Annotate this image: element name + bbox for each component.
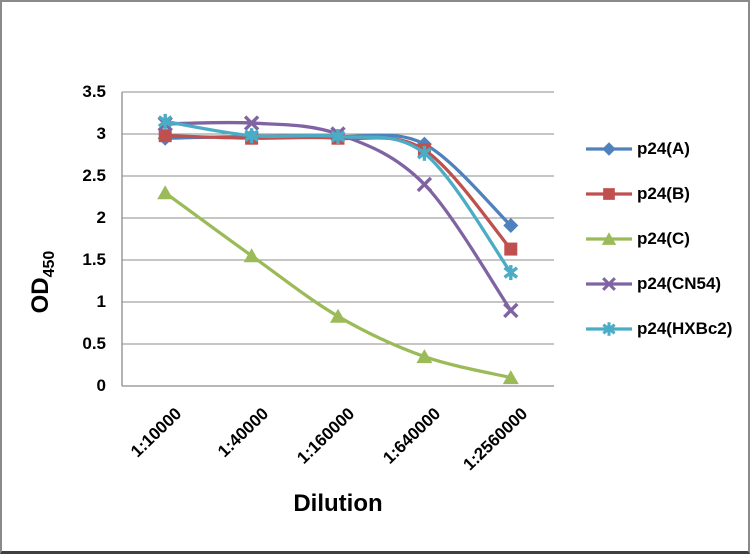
legend-asterisk-swatch-icon: [585, 320, 633, 338]
series-point-p24(A)-4: [503, 218, 519, 234]
y-tick-label: 3: [96, 124, 106, 143]
diamond-marker: [602, 141, 616, 156]
series-point-p24(C)-4: [502, 370, 519, 385]
series-line-p24(CN54): [163, 120, 513, 313]
y-tick-label: 0.5: [82, 334, 106, 353]
series-line-p24(A): [163, 133, 513, 228]
series-point-p24(C)-3: [416, 349, 433, 364]
asterisk-marker: [417, 147, 432, 160]
triangle-marker: [502, 370, 519, 385]
series-point-p24(HXBc2)-2: [330, 129, 346, 145]
y-tick-label: 2.5: [82, 166, 106, 185]
series-point-p24(CN54)-3: [416, 176, 433, 193]
series-point-p24(CN54)-1: [243, 115, 260, 131]
series-point-p24(HXBc2)-3: [417, 145, 432, 161]
legend-triangle-swatch-icon: [585, 230, 633, 248]
asterisk-marker: [602, 322, 616, 335]
y-axis-title: OD450: [25, 211, 58, 353]
asterisk-marker: [330, 130, 346, 143]
series-point-p24(HXBc2)-0: [157, 113, 173, 129]
x-marker: [416, 176, 433, 193]
series-point-p24(HXBc2)-4: [503, 265, 519, 281]
x-marker: [243, 115, 260, 131]
asterisk-marker: [244, 129, 259, 142]
legend-x-swatch-icon: [585, 275, 633, 293]
legend-diamond-swatch-icon: [585, 140, 633, 158]
series-point-p24(HXBc2)-1: [244, 128, 259, 144]
legend-label: p24(CN54): [637, 273, 722, 293]
legend: p24(A) p24(B) p24(C) p24(CN54) p24(HXBc2): [585, 126, 732, 351]
asterisk-marker: [503, 266, 519, 279]
series-point-p24(B)-4: [504, 242, 518, 256]
y-tick-label: 1: [96, 292, 106, 311]
series-line-p24(HXBc2): [163, 119, 513, 275]
series-point-p24(B)-0: [158, 129, 172, 143]
square-marker: [504, 242, 518, 256]
series-line-p24(C): [163, 191, 513, 380]
legend-label: p24(B): [637, 183, 690, 203]
square-marker: [158, 129, 172, 143]
x-marker: [602, 276, 616, 291]
diamond-marker: [503, 218, 519, 234]
legend-square-swatch-icon: [585, 185, 633, 203]
triangle-marker: [601, 231, 617, 245]
x-axis-title: Dilution: [293, 490, 383, 517]
legend-label: p24(C): [637, 228, 690, 248]
series-point-p24(CN54)-4: [503, 302, 519, 319]
triangle-marker: [243, 248, 260, 263]
legend-item-p24(C): p24(C): [585, 216, 732, 261]
series-point-p24(C)-1: [243, 248, 260, 263]
series-point-p24(C)-2: [330, 308, 346, 323]
legend-item-p24(A): p24(A): [585, 126, 732, 171]
y-tick-label: 2: [96, 208, 106, 227]
legend-item-p24(B): p24(B): [585, 171, 732, 216]
legend-item-p24(HXBc2): p24(HXBc2): [585, 306, 732, 351]
triangle-marker: [157, 185, 174, 200]
triangle-marker: [416, 349, 433, 364]
y-tick-label: 3.5: [82, 82, 106, 101]
x-marker: [503, 302, 519, 319]
legend-item-p24(CN54): p24(CN54): [585, 261, 732, 306]
triangle-marker: [330, 308, 346, 323]
legend-label: p24(HXBc2): [637, 318, 733, 338]
y-tick-label: 0: [96, 376, 106, 395]
legend-label: p24(A): [637, 138, 690, 158]
asterisk-marker: [157, 115, 173, 128]
y-tick-label: 1.5: [82, 250, 106, 269]
square-marker: [603, 187, 615, 200]
series-point-p24(C)-0: [157, 185, 174, 200]
